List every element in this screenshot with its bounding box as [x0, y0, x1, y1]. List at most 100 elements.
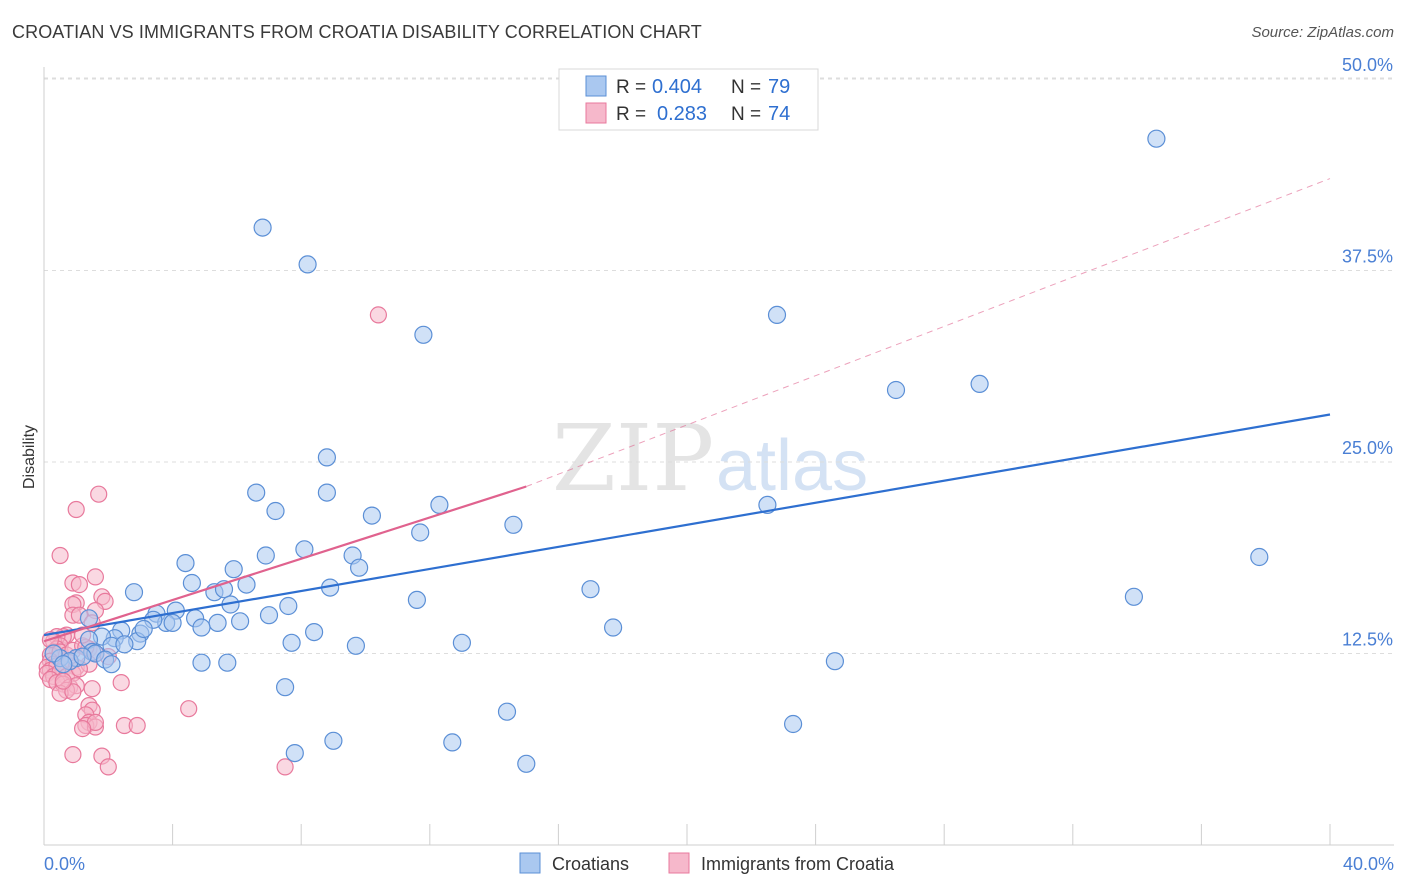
- legend-r-value-pink: 0.283: [657, 103, 707, 125]
- croatians-point: [266, 501, 285, 521]
- croatians-point: [224, 560, 243, 579]
- immigrants-point: [86, 568, 105, 586]
- croatians-point: [182, 573, 201, 593]
- immigrants-point: [70, 575, 89, 594]
- croatians-point: [504, 515, 523, 534]
- croatians-point: [324, 731, 343, 750]
- croatians-point: [603, 618, 623, 637]
- croatians-point: [218, 653, 237, 672]
- croatians-point: [346, 636, 365, 655]
- series-immigrants-points: [38, 306, 387, 776]
- x-tick-label-min: 0.0%: [44, 854, 85, 874]
- croatians-point: [517, 754, 536, 773]
- watermark: ZIP atlas: [552, 405, 868, 512]
- croatians-point: [452, 633, 471, 652]
- immigrants-point: [99, 758, 117, 776]
- legend-swatch-pink: [585, 102, 607, 124]
- croatians-point: [1147, 129, 1166, 148]
- croatians-point: [1250, 547, 1269, 567]
- croatians-point: [581, 580, 600, 599]
- immigrants-point: [73, 719, 92, 738]
- croatians-point: [317, 448, 336, 467]
- croatians-point: [443, 733, 462, 752]
- croatians-point: [825, 652, 845, 671]
- bottom-legend-swatch-immigrants: [668, 852, 690, 874]
- croatians-point: [259, 606, 279, 625]
- croatians-point: [298, 255, 317, 274]
- croatians-point: [430, 495, 449, 514]
- immigrants-point: [67, 500, 85, 519]
- immigrants-point: [51, 546, 69, 565]
- x-tick-label-max: 40.0%: [1343, 854, 1394, 874]
- axes: [43, 67, 1394, 846]
- croatians-point: [497, 702, 517, 721]
- y-tick-label: 50.0%: [1342, 55, 1393, 75]
- series-croatians-points: [44, 129, 1269, 773]
- trend-lines: [43, 178, 1331, 643]
- bottom-legend-label-immigrants: Immigrants from Croatia: [701, 854, 895, 874]
- y-tick-label: 37.5%: [1342, 247, 1393, 267]
- croatians-point: [758, 495, 777, 514]
- croatians-point: [134, 619, 153, 639]
- croatians-point: [276, 678, 295, 697]
- immigrants-trend-line: [43, 485, 527, 643]
- legend-n-label-blue: N =: [731, 77, 761, 98]
- y-axis-label: Disability: [21, 425, 38, 489]
- croatians-point: [115, 635, 134, 654]
- immigrants-point: [83, 680, 101, 698]
- legend-n-value-blue: 79: [768, 76, 790, 98]
- source-credit: Source: ZipAtlas.com: [1251, 24, 1394, 41]
- croatians-point: [247, 483, 266, 502]
- bottom-legend-swatch-croatians: [519, 852, 541, 874]
- croatians-point: [414, 325, 433, 344]
- croatians-point: [970, 374, 989, 393]
- croatians-point: [317, 483, 336, 502]
- croatians-point: [208, 613, 227, 633]
- watermark-atlas: atlas: [716, 426, 868, 506]
- croatians-point: [176, 553, 195, 573]
- legend-r-label-pink: R =: [616, 104, 646, 125]
- croatians-point: [54, 655, 73, 674]
- legend-swatch-blue: [585, 75, 607, 97]
- croatians-point: [73, 647, 92, 666]
- croatians-point: [124, 583, 144, 602]
- grid-lines: [44, 77, 1394, 654]
- immigrants-point: [112, 673, 130, 692]
- croatians-point: [886, 380, 906, 400]
- croatians-point: [192, 653, 211, 672]
- immigrants-point: [180, 700, 198, 718]
- immigrants-point: [64, 745, 82, 764]
- y-tick-label: 12.5%: [1342, 630, 1393, 650]
- croatians-point: [102, 655, 121, 674]
- croatians-point: [231, 612, 250, 631]
- croatians-point: [305, 622, 324, 642]
- bottom-legend: Croatians Immigrants from Croatia: [519, 852, 895, 874]
- watermark-zip: ZIP: [552, 405, 714, 512]
- croatians-point: [285, 743, 304, 763]
- croatians-point: [256, 546, 275, 565]
- croatians-trend-line: [43, 413, 1331, 637]
- immigrants-point: [369, 306, 387, 324]
- croatians-point: [1124, 587, 1144, 606]
- croatians-point: [407, 590, 426, 610]
- immigrants-trend-extension: [526, 178, 1331, 487]
- immigrants-point: [90, 485, 108, 503]
- y-tick-label: 25.0%: [1342, 438, 1393, 458]
- croatians-point: [253, 218, 272, 237]
- legend-r-label-blue: R =: [616, 77, 646, 98]
- immigrants-point: [54, 672, 72, 690]
- croatians-point: [192, 618, 211, 637]
- legend-r-value-blue: 0.404: [652, 76, 702, 98]
- immigrants-point: [128, 716, 146, 735]
- croatians-point: [163, 613, 182, 633]
- croatians-point: [362, 506, 381, 525]
- bottom-legend-label-croatians: Croatians: [552, 854, 629, 874]
- chart-title: CROATIAN VS IMMIGRANTS FROM CROATIA DISA…: [12, 22, 702, 42]
- croatians-point: [767, 305, 787, 324]
- immigrants-point: [276, 758, 294, 776]
- croatians-point: [411, 523, 430, 542]
- croatians-point: [282, 633, 301, 652]
- legend-n-label-pink: N =: [731, 104, 761, 125]
- legend-n-value-pink: 74: [768, 103, 790, 125]
